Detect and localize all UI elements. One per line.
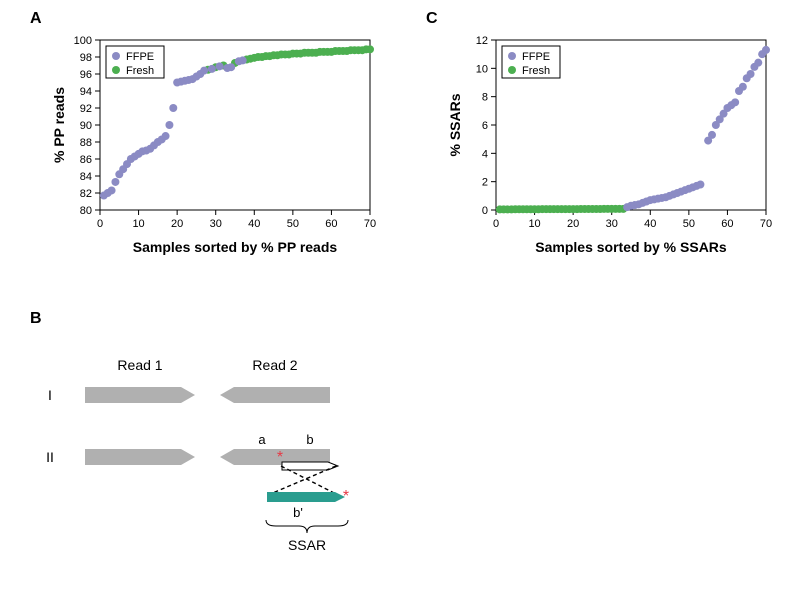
svg-text:Read 2: Read 2 <box>252 357 297 373</box>
svg-text:SSAR: SSAR <box>288 537 326 553</box>
svg-text:40: 40 <box>248 218 260 230</box>
svg-text:90: 90 <box>80 120 92 132</box>
svg-text:% PP reads: % PP reads <box>51 87 67 163</box>
svg-text:20: 20 <box>171 218 183 230</box>
svg-text:96: 96 <box>80 69 92 81</box>
svg-text:60: 60 <box>325 218 337 230</box>
svg-text:40: 40 <box>644 218 656 230</box>
svg-text:4: 4 <box>482 148 488 160</box>
svg-text:Fresh: Fresh <box>522 65 550 77</box>
svg-text:2: 2 <box>482 177 488 189</box>
chart-c: 0 10 20 30 40 50 60 70 0 2 4 6 8 10 12 Samples sorted b… <box>446 30 776 260</box>
svg-text:Read 1: Read 1 <box>117 357 162 373</box>
svg-text:20: 20 <box>567 218 579 230</box>
svg-text:10: 10 <box>476 63 488 75</box>
svg-text:FFPE: FFPE <box>522 51 550 63</box>
panel-label-b: B <box>30 310 42 328</box>
diagram-b: Read 1Read 2IIIab**b'SSAR <box>30 340 430 570</box>
svg-text:98: 98 <box>80 52 92 64</box>
svg-text:8: 8 <box>482 92 488 104</box>
svg-text:b': b' <box>293 505 303 520</box>
svg-text:Samples sorted by % SSARs: Samples sorted by % SSARs <box>535 239 727 255</box>
svg-text:Samples sorted by % PP reads: Samples sorted by % PP reads <box>133 239 338 255</box>
svg-text:92: 92 <box>80 103 92 115</box>
svg-text:6: 6 <box>482 120 488 132</box>
svg-text:0: 0 <box>493 218 499 230</box>
svg-text:% SSARs: % SSARs <box>447 93 463 156</box>
svg-text:70: 70 <box>760 218 772 230</box>
svg-text:100: 100 <box>74 35 92 47</box>
svg-text:94: 94 <box>80 86 92 98</box>
svg-text:II: II <box>46 449 54 465</box>
panel-label-a: A <box>30 10 42 28</box>
svg-text:50: 50 <box>683 218 695 230</box>
svg-text:80: 80 <box>80 205 92 217</box>
svg-text:0: 0 <box>97 218 103 230</box>
svg-text:60: 60 <box>721 218 733 230</box>
svg-text:10: 10 <box>528 218 540 230</box>
svg-text:50: 50 <box>287 218 299 230</box>
svg-text:84: 84 <box>80 171 92 183</box>
svg-text:30: 30 <box>210 218 222 230</box>
svg-text:30: 30 <box>606 218 618 230</box>
svg-text:Fresh: Fresh <box>126 65 154 77</box>
svg-text:10: 10 <box>132 218 144 230</box>
panel-label-c: C <box>426 10 438 28</box>
svg-text:70: 70 <box>364 218 376 230</box>
svg-text:88: 88 <box>80 137 92 149</box>
svg-text:12: 12 <box>476 35 488 47</box>
svg-text:0: 0 <box>482 205 488 217</box>
svg-text:82: 82 <box>80 188 92 200</box>
chart-a: 0 10 20 30 40 50 60 70 80 82 84 86 88 90 92 94 96 98 100 Sa… <box>50 30 380 260</box>
svg-text:a: a <box>258 432 266 447</box>
svg-text:I: I <box>48 387 52 403</box>
svg-text:b: b <box>306 432 313 447</box>
svg-text:*: * <box>343 488 349 505</box>
svg-text:FFPE: FFPE <box>126 51 154 63</box>
svg-text:86: 86 <box>80 154 92 166</box>
